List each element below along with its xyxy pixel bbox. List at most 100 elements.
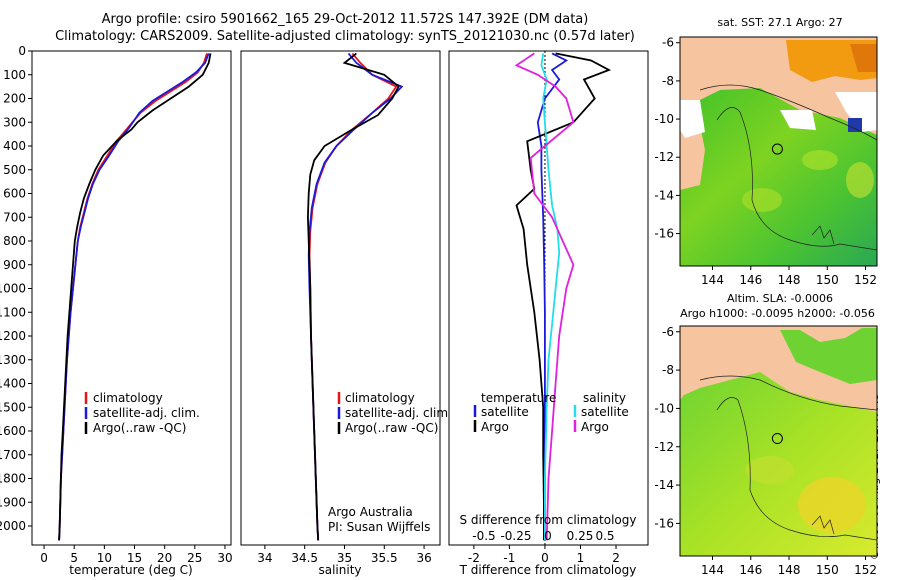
difference-legend: temperature salinity satellite Argo sate…	[473, 391, 629, 434]
lat-tick-label: -16	[654, 227, 674, 241]
figure-title-line1: Argo profile: csiro 5901662_165 29-Oct-2…	[101, 12, 589, 27]
coastline	[699, 375, 877, 411]
salinity-series	[306, 52, 404, 541]
y-tick-label: 800	[3, 234, 26, 248]
y-tick-label: 1400	[0, 377, 26, 391]
top-tick-label: 0.25	[567, 529, 594, 543]
legend-label-climatology: climatology	[345, 391, 415, 405]
x-tick-label: 10	[97, 551, 112, 565]
lat-tick-label: -8	[662, 74, 674, 88]
x-tick-label: 0	[40, 551, 48, 565]
temperature-xlabel: temperature (deg C)	[69, 563, 192, 577]
y-tick-label: 1700	[0, 448, 26, 462]
y-tick-label: 1900	[0, 495, 26, 509]
sla-high-region	[798, 477, 866, 533]
difference-xlabel: T difference from climatology	[459, 563, 637, 577]
y-tick-label: 900	[3, 258, 26, 272]
legend-label-satellite: satellite-adj. clim.	[93, 406, 200, 420]
sla-map-title: Altim. SLA: -0.0006	[726, 292, 833, 305]
sst-warm-blotch	[742, 188, 782, 212]
top-tick-label: 0	[544, 529, 552, 543]
y-tick-label: 1300	[0, 353, 26, 367]
temperature-series	[58, 53, 212, 541]
temperature-plot-frame	[31, 50, 232, 546]
series-line-t-argo	[515, 52, 612, 541]
y-tick-label: 500	[3, 163, 26, 177]
x-tick-label: 34.5	[291, 551, 318, 565]
legend-label-argo: Argo(..raw -QC)	[93, 421, 186, 435]
lat-tick-label: -16	[654, 516, 674, 530]
argo-position-marker	[771, 143, 783, 155]
legend-label-climatology: climatology	[93, 391, 163, 405]
x-tick-label: 15	[127, 551, 142, 565]
sst-warm-blotch	[802, 150, 838, 170]
reef-outline	[811, 225, 835, 245]
sst-missing-data	[780, 110, 816, 130]
y-tick-label: 200	[3, 92, 26, 106]
sla-coral-sea-field	[780, 328, 877, 384]
sst-map: 144 146 148 150 152 -6 -8 -10 -12 -14 -16	[654, 36, 878, 287]
series-line-s-argo	[514, 52, 575, 541]
lat-tick-label: -6	[662, 36, 674, 50]
lon-tick-label: 152	[854, 273, 877, 287]
y-tick-label: 300	[3, 115, 26, 129]
lon-tick-label: 148	[778, 273, 801, 287]
y-tick-label: 1800	[0, 472, 26, 486]
salinity-plot-frame	[240, 50, 441, 546]
x-tick-label: 2	[612, 551, 620, 565]
sla-map-subtitle: Argo h1000: -0.0095 h2000: -0.056	[680, 307, 875, 320]
lat-tick-label: -6	[662, 325, 674, 339]
sst-map-title: sat. SST: 27.1 Argo: 27	[717, 16, 843, 29]
legend-label-s-argo: Argo	[581, 420, 609, 434]
x-tick-label: 25	[187, 551, 202, 565]
salinity-difference-ticks: -0.5 -0.25 0 0.25 0.5	[472, 529, 614, 543]
lat-tick-label: -10	[654, 112, 674, 126]
figure-title-line2: Climatology: CARS2009. Satellite-adjuste…	[55, 29, 635, 44]
x-tick-label: 34	[257, 551, 272, 565]
lon-tick-label: 146	[739, 273, 762, 287]
sst-missing-data	[680, 100, 705, 138]
annotation-pi: PI: Susan Wijffels	[328, 520, 430, 534]
sst-map-axes: 144 146 148 150 152 -6 -8 -10 -12 -14 -16	[654, 36, 877, 287]
y-tick-label: 600	[3, 187, 26, 201]
x-tick-label: 35	[337, 551, 352, 565]
legend-title-temperature: temperature	[481, 391, 556, 405]
y-tick-label: 1500	[0, 400, 26, 414]
depth-axis: 0 100 200 300 400 500 600 700 800 900 1000 1100 1200…	[0, 44, 32, 533]
lon-tick-label: 146	[739, 563, 762, 577]
annotation-argo-australia: Argo Australia	[328, 505, 413, 519]
salinity-x-axis: 34 34.5 35 35.5 36	[257, 545, 432, 565]
x-tick-label: 20	[157, 551, 172, 565]
x-tick-label: 5	[70, 551, 78, 565]
top-tick-label: -0.25	[500, 529, 531, 543]
sst-cool-patch	[848, 118, 862, 132]
sst-map-frame	[679, 36, 878, 267]
sla-mid-region	[746, 456, 794, 484]
lat-tick-label: -14	[654, 188, 674, 202]
x-tick-label: 30	[217, 551, 232, 565]
y-tick-label: 1100	[0, 305, 26, 319]
legend-title-salinity: salinity	[583, 391, 626, 405]
x-tick-label: 36	[416, 551, 431, 565]
legend-label-t-satellite: satellite	[481, 405, 529, 419]
legend-label-t-argo: Argo	[481, 420, 509, 434]
x-tick-label: 0	[541, 551, 549, 565]
lat-tick-label: -10	[654, 401, 674, 415]
sst-missing-data	[835, 92, 877, 132]
y-tick-label: 2000	[0, 519, 26, 533]
y-tick-label: 1600	[0, 424, 26, 438]
lat-tick-label: -14	[654, 478, 674, 492]
difference-x-axis: -2 -1 0 1 2	[468, 545, 620, 565]
salinity-legend: climatology satellite-adj. clim. Argo(..…	[337, 391, 452, 435]
sla-map-frame	[679, 325, 878, 557]
top-tick-label: -0.5	[472, 529, 495, 543]
lon-tick-label: 148	[778, 563, 801, 577]
salinity-xlabel: salinity	[318, 563, 361, 577]
lon-tick-label: 150	[816, 273, 839, 287]
temperature-x-axis: 0 5 10 15 20 25 30	[40, 545, 233, 565]
legend-label-s-satellite: satellite	[581, 405, 629, 419]
x-tick-label: 1	[577, 551, 585, 565]
sla-map-axes: 144 146 148 150 152 -6 -8 -10 -12 -14 -16	[654, 325, 877, 577]
lon-tick-label: 150	[816, 563, 839, 577]
